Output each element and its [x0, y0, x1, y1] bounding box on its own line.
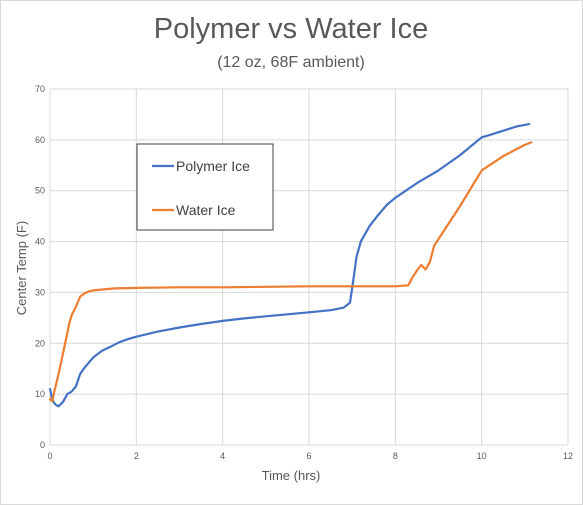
- x-tick-label: 4: [220, 451, 225, 461]
- y-tick-label: 70: [35, 84, 45, 94]
- y-tick-label: 50: [35, 186, 45, 196]
- y-axis-label: Center Temp (F): [14, 221, 29, 315]
- legend-box: [136, 143, 274, 231]
- x-axis-label: Time (hrs): [262, 468, 321, 483]
- series-line-water-ice: [48, 141, 533, 403]
- x-tick-label: 10: [477, 451, 487, 461]
- y-tick-label: 10: [35, 389, 45, 399]
- x-axis-ticks: 0 2 4 6 8 10 12: [47, 451, 573, 461]
- x-tick-label: 12: [563, 451, 573, 461]
- x-tick-label: 8: [393, 451, 398, 461]
- legend: Polymer Ice Water Ice: [136, 143, 274, 231]
- y-axis-ticks: 0 10 20 30 40 50 60 70: [35, 84, 45, 450]
- series-lines: [48, 122, 533, 408]
- gridlines: [49, 88, 569, 446]
- x-tick-label: 6: [306, 451, 311, 461]
- y-tick-label: 30: [35, 287, 45, 297]
- y-tick-label: 20: [35, 338, 45, 348]
- y-tick-label: 40: [35, 237, 45, 247]
- series-line-polymer-ice: [48, 122, 531, 408]
- y-tick-label: 60: [35, 135, 45, 145]
- legend-label-water-ice: Water Ice: [176, 202, 236, 218]
- chart-subtitle: (12 oz, 68F ambient): [217, 54, 365, 71]
- chart-title: Polymer vs Water Ice: [154, 13, 428, 45]
- legend-label-polymer-ice: Polymer Ice: [176, 158, 250, 174]
- x-tick-label: 0: [47, 451, 52, 461]
- y-tick-label: 0: [40, 440, 45, 450]
- x-tick-label: 2: [134, 451, 139, 461]
